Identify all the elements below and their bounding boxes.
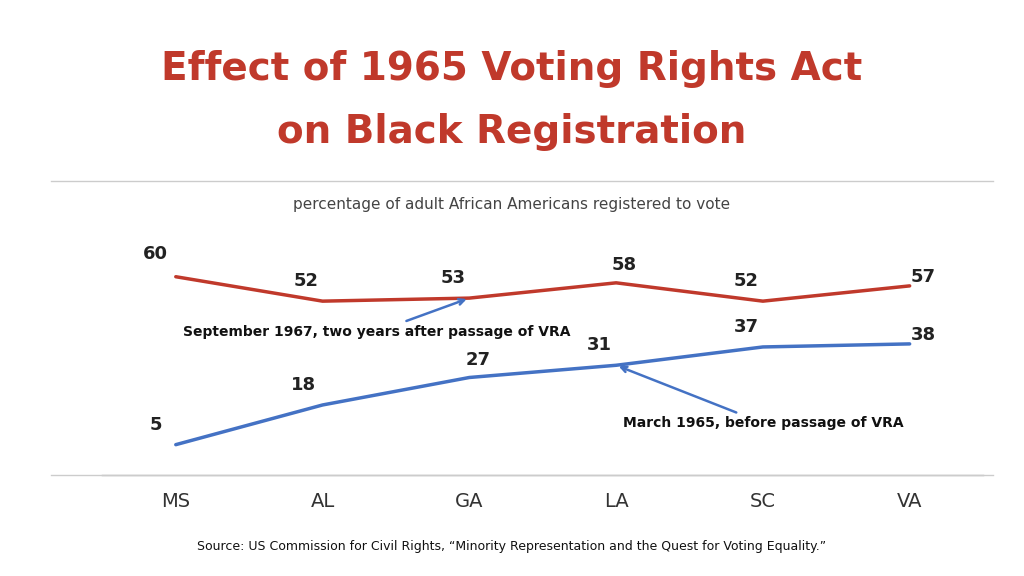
Text: Source: US Commission for Civil Rights, “Minority Representation and the Quest f: Source: US Commission for Civil Rights, … xyxy=(198,540,826,553)
Text: 53: 53 xyxy=(440,269,465,287)
Text: 38: 38 xyxy=(911,326,936,344)
Text: percentage of adult African Americans registered to vote: percentage of adult African Americans re… xyxy=(294,197,730,212)
Text: September 1967, two years after passage of VRA: September 1967, two years after passage … xyxy=(183,300,570,339)
Text: 57: 57 xyxy=(911,268,936,286)
Text: 5: 5 xyxy=(151,415,163,434)
Text: 52: 52 xyxy=(734,272,759,290)
Text: 37: 37 xyxy=(734,318,759,336)
Text: 52: 52 xyxy=(294,272,318,290)
Text: 31: 31 xyxy=(587,336,612,354)
Text: 27: 27 xyxy=(465,351,490,369)
Text: 18: 18 xyxy=(291,376,315,394)
Text: Effect of 1965 Voting Rights Act: Effect of 1965 Voting Rights Act xyxy=(162,50,862,88)
Text: 58: 58 xyxy=(612,256,637,275)
Text: March 1965, before passage of VRA: March 1965, before passage of VRA xyxy=(622,367,904,430)
Text: on Black Registration: on Black Registration xyxy=(278,113,746,151)
Text: 60: 60 xyxy=(142,245,168,263)
